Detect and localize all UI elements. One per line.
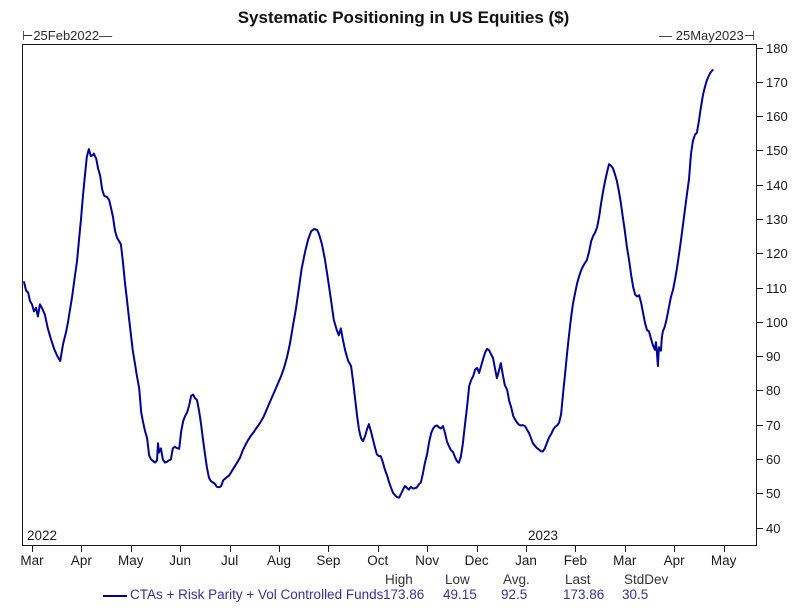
- stat-value-stddev: 30.5: [622, 587, 649, 602]
- chart-title: Systematic Positioning in US Equities ($…: [237, 8, 570, 27]
- stat-value-low: 49.15: [443, 587, 477, 602]
- x-axis-tick: [674, 546, 676, 552]
- date-range-start-marker: ⊢25Feb2022—: [22, 28, 113, 43]
- positioning-line-series: [23, 69, 714, 499]
- x-axis-month-label: Apr: [663, 553, 685, 568]
- stat-value-high: 173.86: [383, 587, 425, 602]
- x-axis-month-label: Aug: [266, 553, 292, 568]
- y-axis-tick: [757, 287, 763, 289]
- x-axis-month-label: May: [118, 553, 144, 568]
- legend-series-label: CTAs + Risk Parity + Vol Controlled Fund…: [130, 587, 384, 602]
- y-axis-tick: [757, 493, 763, 495]
- x-axis-month-label: Jul: [220, 553, 239, 568]
- legend-line-sample: [103, 595, 127, 597]
- x-axis-month-label: Jan: [515, 553, 537, 568]
- stat-header-last: Last: [565, 572, 591, 587]
- x-axis-month-label: Jun: [169, 553, 192, 568]
- x-axis-tick: [130, 546, 132, 552]
- y-axis-tick: [757, 150, 763, 152]
- y-axis-tick-label: 120: [766, 246, 788, 262]
- y-axis-tick-label: 130: [766, 211, 788, 227]
- x-axis-tick: [476, 546, 478, 552]
- x-axis-tick: [624, 546, 626, 552]
- y-axis-tick: [757, 424, 763, 426]
- x-axis-month-label: Mar: [20, 553, 44, 568]
- y-axis-tick-label: 90: [766, 349, 781, 365]
- x-axis-month-label: Oct: [367, 553, 389, 568]
- y-axis-tick-label: 180: [766, 40, 788, 56]
- y-axis-tick-label: 40: [766, 520, 781, 536]
- x-axis-tick: [32, 546, 33, 552]
- y-axis-tick: [757, 218, 763, 220]
- y-axis-tick: [757, 390, 763, 392]
- x-axis-month-label: May: [710, 553, 737, 568]
- y-axis-tick: [757, 458, 763, 460]
- year-label-2023: 2023: [528, 528, 559, 543]
- x-axis-tick: [180, 546, 182, 552]
- year-label-2022: 2022: [27, 528, 58, 543]
- x-axis-tick: [526, 546, 527, 552]
- y-axis-tick: [757, 184, 763, 186]
- stat-header-stddev: StdDev: [624, 572, 669, 587]
- y-axis-tick: [757, 47, 763, 49]
- y-axis-tick-label: 150: [766, 143, 788, 159]
- y-axis-tick: [757, 116, 763, 118]
- x-axis-tick: [427, 546, 429, 552]
- x-axis-month-label: Mar: [613, 553, 637, 568]
- x-axis-month-label: Feb: [563, 553, 588, 568]
- plot-area: 2022 2023: [22, 44, 757, 546]
- x-axis-tick: [328, 546, 330, 552]
- date-range-end-marker: — 25May2023⊣: [659, 28, 755, 43]
- x-axis-month-label: Sep: [316, 553, 341, 568]
- stat-header-avg: Avg.: [503, 572, 530, 587]
- x-axis-month-label: Nov: [415, 553, 440, 568]
- x-axis-tick: [377, 546, 379, 552]
- x-axis-tick: [279, 546, 280, 552]
- x-axis-tick: [229, 546, 231, 552]
- y-axis-tick: [757, 253, 763, 255]
- line-series-svg: [23, 69, 714, 499]
- x-axis-month-label: Dec: [464, 553, 489, 568]
- y-axis-tick: [757, 527, 763, 529]
- stat-value-last: 173.86: [563, 587, 605, 602]
- y-axis-tick-label: 80: [766, 383, 781, 399]
- y-axis-tick-label: 50: [766, 486, 781, 502]
- y-axis-tick: [757, 81, 763, 83]
- y-axis-tick-label: 170: [766, 74, 788, 90]
- x-axis-tick: [575, 546, 577, 552]
- y-axis-tick-label: 110: [766, 280, 787, 296]
- x-axis-tick: [81, 546, 83, 552]
- x-axis-month-label: Apr: [70, 553, 92, 568]
- x-axis-tick: [723, 546, 725, 552]
- y-axis-tick: [757, 321, 763, 323]
- y-axis-tick-label: 140: [766, 177, 788, 193]
- y-axis-tick-label: 70: [766, 417, 781, 433]
- y-axis-tick: [757, 356, 763, 358]
- y-axis-tick-label: 100: [766, 314, 788, 330]
- y-axis-tick-label: 160: [766, 109, 788, 125]
- y-axis-tick-label: 60: [766, 451, 781, 467]
- stat-header-high: High: [385, 572, 413, 587]
- stat-header-low: Low: [445, 572, 470, 587]
- stat-value-avg: 92.5: [501, 587, 528, 602]
